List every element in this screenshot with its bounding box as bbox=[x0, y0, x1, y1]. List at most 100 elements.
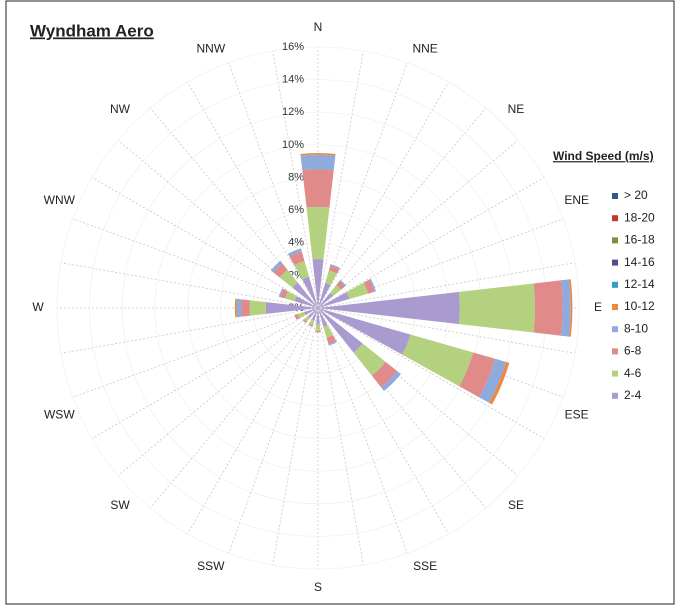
petal-segment bbox=[287, 248, 302, 257]
petal-segment bbox=[318, 282, 331, 308]
petal-segment bbox=[285, 291, 297, 302]
legend-swatch bbox=[612, 237, 618, 244]
petal-segment bbox=[289, 251, 305, 266]
spoke bbox=[117, 307, 319, 477]
petal-segment bbox=[325, 270, 337, 286]
r-tick-label: 12% bbox=[282, 106, 304, 118]
spoke bbox=[228, 307, 319, 554]
petal-segment bbox=[489, 361, 510, 405]
frame bbox=[5, 0, 675, 605]
petal-segment bbox=[318, 292, 350, 308]
spoke bbox=[149, 307, 319, 509]
spoke bbox=[187, 307, 319, 535]
legend-swatch bbox=[612, 259, 618, 266]
petal-segment bbox=[380, 370, 401, 391]
petal-segment bbox=[294, 296, 318, 308]
direction-label: SW bbox=[110, 498, 130, 512]
direction-label: NE bbox=[508, 102, 525, 116]
r-tick-label: 6% bbox=[288, 204, 304, 216]
petal-segment bbox=[270, 260, 283, 273]
spoke bbox=[317, 307, 576, 354]
petal-segment bbox=[318, 292, 334, 308]
direction-label: NNE bbox=[412, 41, 437, 55]
spoke bbox=[60, 262, 319, 309]
direction-label: W bbox=[32, 300, 44, 314]
direction-label: S bbox=[314, 580, 322, 594]
legend-label: > 20 bbox=[624, 188, 648, 202]
petal-segment bbox=[241, 299, 250, 317]
petal-segment bbox=[300, 154, 336, 171]
spoke bbox=[317, 218, 564, 309]
r-tick-label: 8% bbox=[288, 171, 304, 183]
petal-segment bbox=[302, 319, 307, 324]
petal-segment bbox=[328, 340, 337, 346]
spoke bbox=[317, 307, 408, 554]
direction-label: N bbox=[314, 20, 323, 34]
petal-segment bbox=[315, 324, 321, 331]
legend-swatch bbox=[612, 193, 618, 199]
legend-label: 8-10 bbox=[624, 321, 648, 335]
spoke bbox=[228, 62, 319, 309]
petal-segment bbox=[307, 308, 318, 319]
petal-segment bbox=[297, 312, 306, 319]
spoke bbox=[272, 50, 319, 309]
legend-swatch bbox=[612, 326, 618, 333]
spoke bbox=[187, 81, 319, 309]
legend-label: 18-20 bbox=[624, 210, 655, 224]
spoke bbox=[317, 307, 545, 439]
legend-label: 12-14 bbox=[624, 277, 655, 291]
legend-title: Wind Speed (m/s) bbox=[553, 149, 654, 163]
petal-segment bbox=[330, 285, 341, 296]
legend-swatch bbox=[612, 304, 618, 310]
legend-label: 14-16 bbox=[624, 255, 655, 269]
petal-segment bbox=[459, 352, 496, 398]
legend-swatch bbox=[612, 348, 618, 355]
legend-swatch bbox=[612, 370, 618, 377]
petal-segment bbox=[533, 280, 563, 336]
petal-segment bbox=[326, 335, 337, 345]
petal-segment bbox=[249, 300, 267, 316]
spoke bbox=[317, 81, 449, 309]
petal-segment bbox=[402, 334, 474, 387]
petal-segment bbox=[306, 206, 330, 260]
spoke bbox=[91, 307, 319, 439]
r-tick-label: 10% bbox=[282, 139, 304, 151]
petal-segment bbox=[278, 288, 284, 298]
spoke bbox=[317, 107, 487, 309]
petal-segment bbox=[303, 316, 310, 323]
r-tick-label: 16% bbox=[282, 41, 304, 53]
petal-segment bbox=[569, 279, 573, 337]
spoke bbox=[317, 307, 449, 535]
petal-segment bbox=[273, 263, 288, 278]
spoke bbox=[72, 307, 319, 398]
petal-segment bbox=[315, 330, 321, 333]
petal-segment bbox=[336, 281, 345, 290]
petal-segment bbox=[308, 323, 314, 327]
spoke bbox=[272, 307, 319, 566]
spoke bbox=[60, 307, 319, 354]
spoke bbox=[317, 307, 519, 477]
petal-segment bbox=[303, 308, 318, 316]
spoke bbox=[317, 62, 408, 309]
petal-segment bbox=[309, 319, 315, 326]
petal-segment bbox=[280, 289, 289, 299]
petal-segment bbox=[292, 282, 318, 308]
petal-segment bbox=[318, 291, 460, 325]
legend-swatch bbox=[612, 281, 618, 288]
direction-label: NW bbox=[110, 102, 131, 116]
petal-segment bbox=[363, 279, 375, 294]
spoke bbox=[317, 50, 364, 309]
petal-segment bbox=[459, 283, 535, 333]
grid-ring bbox=[56, 46, 580, 570]
spoke bbox=[317, 262, 576, 309]
r-tick-label: 14% bbox=[282, 74, 304, 86]
petal-segment bbox=[371, 361, 398, 388]
spoke bbox=[72, 218, 319, 309]
petal-segment bbox=[294, 313, 300, 320]
petal-segment bbox=[236, 298, 242, 318]
legend-label: 2-4 bbox=[624, 388, 642, 402]
petal-segment bbox=[265, 302, 318, 314]
legend-label: 6-8 bbox=[624, 344, 642, 358]
petal-segment bbox=[302, 169, 334, 208]
petal-segment bbox=[339, 279, 347, 287]
